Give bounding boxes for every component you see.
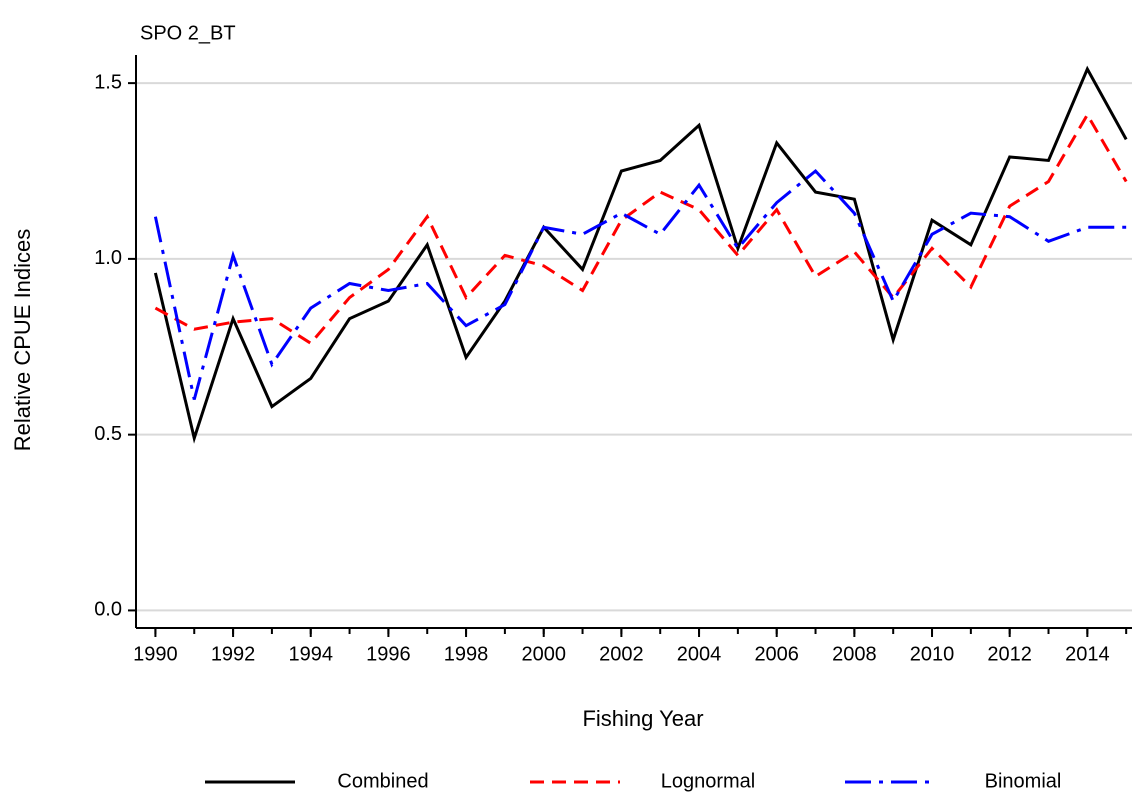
y-tick-label: 1.5 <box>94 71 122 93</box>
x-tick-label: 2010 <box>910 643 955 665</box>
x-tick-label: 2014 <box>1065 643 1110 665</box>
y-tick-label: 1.0 <box>94 247 122 269</box>
x-tick-label: 2008 <box>832 643 877 665</box>
data-line <box>153 65 1128 444</box>
chart-title: SPO 2_BT <box>140 22 236 44</box>
x-tick-label: 1998 <box>444 643 489 665</box>
legend-label: Binomial <box>985 770 1062 792</box>
x-axis-label: Fishing Year <box>582 706 703 731</box>
x-tick-label: 1994 <box>288 643 333 665</box>
x-tick-label: 2002 <box>599 643 644 665</box>
x-tick-label: 1996 <box>366 643 411 665</box>
x-tick-label: 1990 <box>133 643 178 665</box>
y-axis-label: Relative CPUE Indices <box>10 229 35 452</box>
legend-label: Lognormal <box>661 770 756 792</box>
x-tick-label: 1992 <box>211 643 256 665</box>
y-tick-label: 0.0 <box>94 599 122 621</box>
y-tick-label: 0.5 <box>94 423 122 445</box>
x-tick-label: 2006 <box>754 643 799 665</box>
x-tick-label: 2000 <box>521 643 566 665</box>
x-tick-label: 2004 <box>677 643 722 665</box>
legend-label: Combined <box>337 770 428 792</box>
x-tick-label: 2012 <box>987 643 1032 665</box>
data-line <box>154 111 1128 346</box>
data-line <box>153 168 1127 400</box>
